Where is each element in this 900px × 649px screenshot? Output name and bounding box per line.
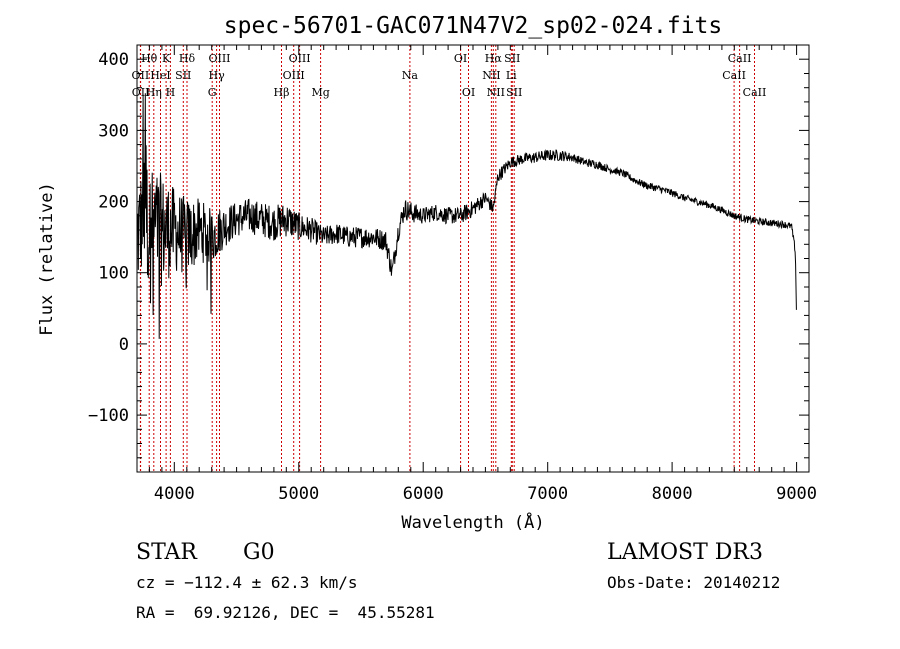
line-label: Na: [402, 69, 419, 82]
x-tick-label: 5000: [278, 484, 319, 504]
line-label: G: [208, 86, 217, 99]
survey-name: LAMOST DR3: [607, 540, 763, 565]
line-label: OII: [132, 69, 150, 82]
y-tick-label: −100: [88, 406, 129, 426]
line-label: OIII: [283, 69, 305, 82]
spectrum-line: [136, 93, 797, 339]
line-label: Hα: [485, 52, 503, 65]
x-tick-label: 8000: [652, 484, 693, 504]
y-tick-labels: −100 0 100 200 300 400: [88, 50, 129, 426]
y-tick-label: 300: [98, 121, 129, 141]
ra-dec-coordinates: RA = 69.92126, DEC = 45.55281: [136, 603, 435, 622]
line-label: Hη: [146, 86, 162, 99]
line-label: Mg: [311, 86, 329, 99]
object-class: STAR: [136, 540, 197, 565]
x-tick-label: 4000: [154, 484, 195, 504]
line-label: OI: [462, 86, 475, 99]
x-tick-labels: 4000 5000 6000 7000 8000 9000: [154, 484, 817, 504]
line-label: SII: [504, 52, 520, 65]
line-label: K: [162, 52, 171, 65]
line-label: SII: [175, 69, 191, 82]
line-label: OIII: [289, 52, 311, 65]
line-label: CaII: [743, 86, 767, 99]
y-tick-label: 200: [98, 193, 129, 213]
line-label: Hβ: [274, 86, 290, 99]
chart-title: spec-56701-GAC071N47V2_sp02-024.fits: [224, 13, 723, 39]
x-tick-label: 6000: [403, 484, 444, 504]
line-label: CaII: [728, 52, 752, 65]
line-label: Hγ: [209, 69, 226, 82]
line-label: Hδ: [179, 52, 196, 65]
x-axis-label: Wavelength (Å): [401, 511, 544, 533]
redshift-cz: cz = −112.4 ± 62.3 km/s: [136, 573, 358, 592]
y-tick-label: 400: [98, 50, 129, 70]
object-subclass: G0: [243, 540, 275, 565]
line-label: OIII: [208, 52, 230, 65]
emission-line-markers: [139, 45, 755, 472]
x-tick-label: 7000: [527, 484, 568, 504]
x-tick-label: 9000: [776, 484, 817, 504]
line-label: NII: [482, 69, 500, 82]
axis-ticks: [136, 44, 810, 473]
y-tick-label: 0: [119, 335, 129, 355]
observation-date: Obs-Date: 20140212: [607, 573, 781, 592]
line-label: Hθ: [141, 52, 158, 65]
line-label: OI: [454, 52, 467, 65]
line-label: H: [166, 86, 176, 99]
y-tick-label: 100: [98, 264, 129, 284]
y-axis-label: Flux (relative): [37, 182, 57, 336]
plot-frame: [136, 44, 810, 473]
line-label: NII: [487, 86, 505, 99]
line-label: SII: [506, 86, 522, 99]
line-label: HeI: [150, 69, 170, 82]
line-label: CaII: [722, 69, 746, 82]
line-label: Li: [506, 69, 517, 82]
